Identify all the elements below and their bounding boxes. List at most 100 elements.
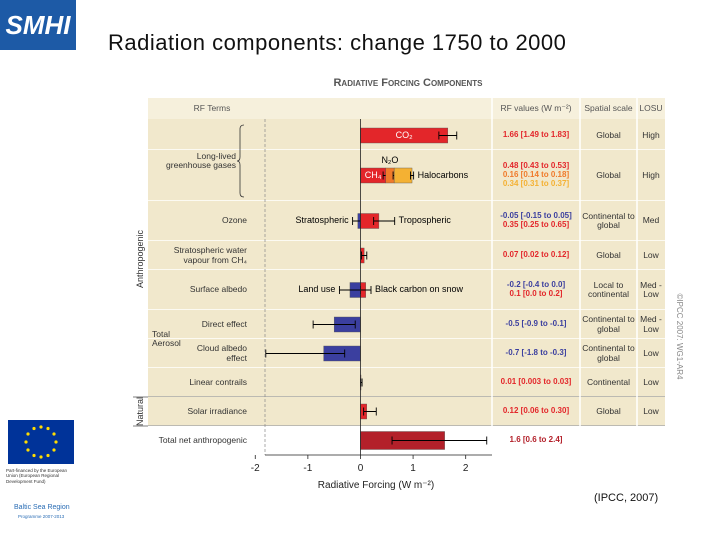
programme-years: Programme 2007-2013 (18, 514, 65, 519)
spatial-scale: Global (596, 405, 621, 416)
losu: Med - Low (640, 314, 662, 334)
chart-title: Radiative Forcing Components (333, 77, 483, 89)
value-label: 1.66 [1.49 to 1.83] (502, 130, 570, 140)
value-label: 1.6 [0.6 to 2.4] (509, 435, 563, 445)
error-bar (312, 320, 356, 329)
value-label: -0.05 [-0.15 to 0.05] (500, 211, 572, 221)
error-bar (391, 436, 488, 445)
error-bar (361, 251, 368, 260)
column-header: Spatial scale (584, 102, 633, 113)
error-bar (373, 217, 396, 225)
losu: High (642, 169, 660, 180)
rf-values: 0.01 [0.003 to 0.03] (492, 368, 580, 397)
value-label: 0.16 [0.14 to 0.18] (502, 170, 570, 180)
losu: Low (643, 249, 659, 260)
row-background (148, 310, 665, 339)
losu: Low (643, 347, 659, 358)
component-name: N₂O (381, 155, 399, 166)
rf-values: 1.66 [1.49 to 1.83] (492, 121, 580, 150)
x-tick-label: 2 (463, 463, 469, 474)
logo: SMHI (6, 10, 72, 40)
citation: (IPCC, 2007) (594, 492, 659, 504)
value-label: -0.2 [-0.4 to 0.0] (506, 280, 566, 290)
row-background (148, 270, 665, 310)
row-background (148, 339, 665, 368)
copyright: ©IPCC 2007: WG1-AR4 (675, 294, 684, 380)
spatial-scale: Global (596, 249, 621, 260)
value-label: 0.35 [0.25 to 0.65] (502, 220, 570, 229)
rf-group-term: Long-lived greenhouse gases (166, 150, 236, 170)
rf-values: -0.05 [-0.15 to 0.05] 0.35 [0.25 to 0.65] (492, 201, 580, 241)
value-label: 0.34 [0.31 to 0.37] (502, 178, 570, 188)
value-label: 0.01 [0.003 to 0.03] (500, 377, 572, 387)
value-label: 0.48 [0.43 to 0.53] (502, 161, 570, 171)
eu-text: Part-financed by the European Union (Eur… (6, 468, 68, 484)
programme-name: Baltic Sea Region (14, 504, 70, 511)
rf-values: 0.07 [0.02 to 0.12] (492, 241, 580, 270)
spatial-scale: Continental (586, 376, 630, 387)
row-background (148, 397, 665, 426)
losu: Low (643, 376, 659, 387)
x-tick-label: 1 (410, 463, 416, 474)
value-label: 0.1 [0.0 to 0.2] (509, 289, 563, 298)
rf-values: -0.2 [-0.4 to 0.0] 0.1 [0.0 to 0.2] (492, 270, 580, 310)
component-name: Land use (298, 284, 336, 295)
error-bar (438, 131, 458, 140)
losu: Low (643, 405, 659, 416)
column-header: RF Terms (193, 102, 231, 113)
x-tick-label: 0 (358, 463, 364, 474)
header-background (148, 98, 665, 119)
component-name: CH₄ (364, 169, 382, 180)
value-label: 0.12 [0.06 to 0.30] (502, 406, 570, 416)
component-name: Stratospheric (295, 215, 349, 226)
row-background (148, 241, 665, 270)
rf-term: Total net anthropogenic (158, 434, 247, 445)
row-background (148, 201, 665, 241)
spatial-scale: Continental to global (582, 210, 635, 230)
value-label: 0.07 [0.02 to 0.12] (502, 250, 570, 260)
logo-background (0, 0, 76, 50)
rf-values: 1.6 [0.6 to 2.4] (492, 426, 580, 455)
rf-values: -0.7 [-1.8 to -0.3] (492, 339, 580, 368)
rf-term: Cloud albedo effect (196, 343, 247, 363)
losu: High (642, 129, 660, 140)
rf-term: Solar irradiance (187, 405, 247, 416)
rf-values: 0.12 [0.06 to 0.30] (492, 397, 580, 426)
rf-term: Ozone (221, 215, 247, 226)
column-header: RF values (W m⁻²) (500, 102, 572, 113)
error-bar (410, 171, 415, 180)
x-tick-label: -2 (251, 463, 260, 474)
eu-flag (8, 420, 74, 464)
value-label: -0.5 [-0.9 to -0.1] (505, 319, 567, 329)
value-label: -0.7 [-1.8 to -0.3] (505, 348, 567, 358)
rf-term: Direct effect (201, 318, 247, 329)
rf-term: Linear contrails (189, 376, 247, 387)
rf-term: Stratospheric water vapour from CH₄ (173, 245, 247, 265)
section-label: Natural (135, 397, 145, 426)
section-label: Anthropogenic (135, 229, 145, 288)
row-background (148, 368, 665, 397)
spatial-scale: Global (596, 169, 621, 180)
component-name: Tropospheric (398, 215, 451, 226)
rf-values: -0.5 [-0.9 to -0.1] (492, 310, 580, 339)
column-header: LOSU (639, 102, 663, 113)
losu: Med (642, 215, 660, 226)
bracket (236, 124, 245, 198)
spatial-scale: Local to continental (587, 279, 630, 299)
component-name: Halocarbons (417, 169, 469, 180)
error-bar (363, 407, 377, 416)
spatial-scale: Global (596, 129, 621, 140)
spatial-scale: Continental to global (582, 343, 635, 363)
error-bar (265, 349, 346, 358)
component-name: CO₂ (395, 129, 413, 140)
rf-term: Surface albedo (189, 284, 247, 295)
losu: Med - Low (640, 279, 662, 299)
x-axis-label: Radiative Forcing (W m⁻²) (318, 480, 434, 491)
rf-values: 0.48 [0.43 to 0.53] 0.16 [0.14 to 0.18] 0.… (492, 150, 580, 201)
slide-title: Radiation components: change 1750 to 200… (108, 30, 567, 55)
x-tick-label: -1 (303, 463, 312, 474)
component-name: Black carbon on snow (375, 284, 464, 295)
